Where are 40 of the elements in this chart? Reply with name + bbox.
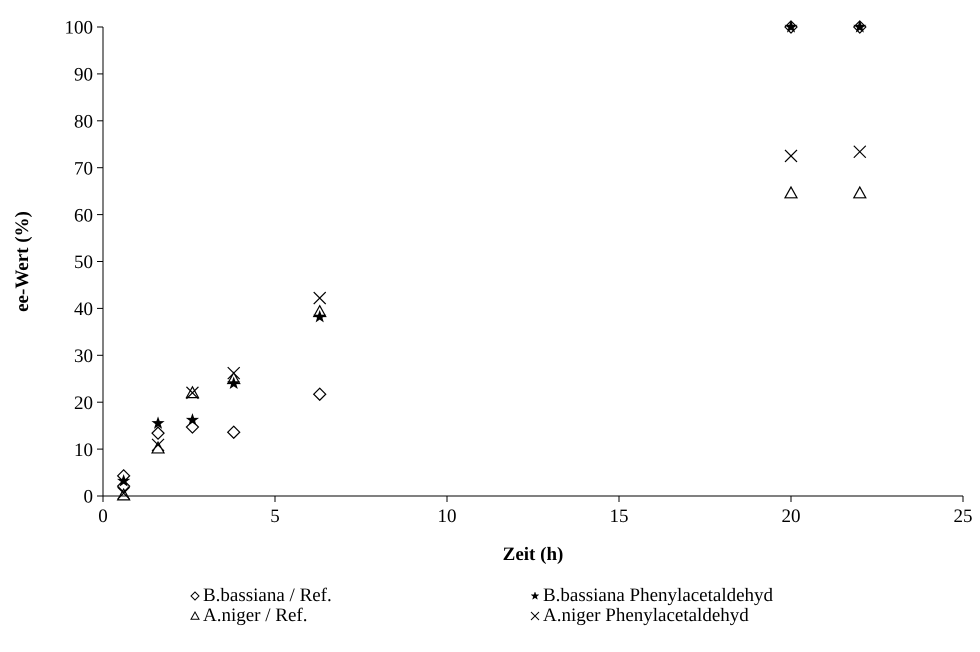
y-tick-label: 40 — [74, 299, 93, 320]
legend-label: B.bassiana / Ref. — [203, 585, 332, 606]
x-tick-label: 10 — [438, 506, 456, 527]
y-tick-label: 20 — [74, 392, 93, 414]
x-tick-label: 15 — [610, 506, 628, 527]
point — [186, 414, 198, 426]
x-tick-label: 0 — [98, 506, 108, 527]
point — [853, 186, 866, 198]
point — [152, 417, 164, 428]
point — [784, 186, 798, 198]
y-tick-label: 0 — [84, 486, 93, 508]
y-tick-label: 90 — [74, 64, 93, 86]
legend-label: B.bassiana Phenylacetaldehyd — [543, 585, 774, 606]
point — [784, 149, 798, 163]
point — [118, 474, 130, 486]
y-tick-label: 10 — [74, 440, 93, 461]
point — [313, 291, 326, 305]
x-tick-label: 5 — [270, 506, 280, 527]
point — [151, 438, 165, 452]
point — [313, 305, 326, 318]
point — [853, 145, 866, 158]
y-tick-label: 30 — [74, 346, 93, 367]
point — [117, 480, 130, 493]
y-tick-label: 80 — [74, 111, 93, 132]
point — [151, 426, 165, 440]
x-tick-label: 20 — [782, 506, 800, 527]
x-tick-label: 25 — [954, 506, 972, 527]
point — [227, 426, 240, 439]
y-tick-label: 70 — [74, 158, 93, 180]
point — [227, 366, 240, 380]
point — [227, 372, 240, 384]
legend-label: A.niger Phenylacetaldehyd — [543, 605, 750, 626]
point — [313, 388, 326, 401]
y-tick-label: 60 — [74, 205, 93, 226]
y-tick-label: 100 — [64, 18, 93, 39]
y-axis-title: ee-Wert (%) — [12, 211, 33, 312]
y-tick-label: 50 — [74, 252, 93, 274]
x-axis-title: Zeit (h) — [502, 544, 564, 565]
point — [151, 442, 165, 454]
legend-label: A.niger / Ref. — [203, 605, 308, 626]
